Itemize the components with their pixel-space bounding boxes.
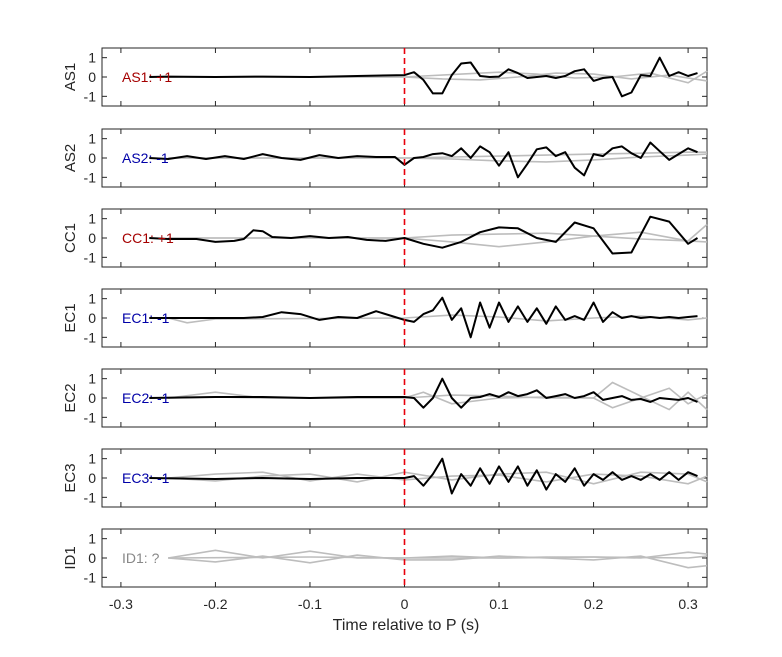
polarity-label: ID1: ?: [122, 550, 160, 566]
panel-as2: -1 0 1 AS2 AS2: -1: [62, 128, 708, 188]
y-tick-label: -1: [84, 569, 97, 585]
y-tick-label: 1: [88, 451, 96, 467]
y-tick-label: 1: [88, 371, 96, 387]
y-tick-label: 0: [88, 390, 96, 406]
main-trace: [149, 457, 698, 495]
y-tick-label: 0: [88, 230, 96, 246]
y-tick-label: -1: [84, 88, 97, 104]
y-axis-label: CC1: [62, 223, 79, 253]
panel-cc1: -1 0 1 CC1 CC1: +1: [62, 208, 708, 268]
y-tick-label: 0: [88, 550, 96, 566]
y-axis-label: EC2: [62, 383, 79, 412]
main-trace: [149, 215, 699, 255]
y-tick-label: 0: [88, 69, 96, 85]
main-trace: [149, 56, 698, 98]
y-tick-label: 0: [88, 310, 96, 326]
x-tick-label: -0.1: [298, 596, 322, 612]
main-trace: [149, 296, 698, 339]
x-tick-label: -0.3: [109, 596, 133, 612]
panel-as1: -1 0 1 AS1 AS1: +1: [62, 47, 708, 107]
y-tick-label: 1: [88, 131, 96, 147]
y-tick-label: 1: [88, 291, 96, 307]
x-axis-label: Time relative to P (s): [333, 617, 480, 634]
background-trace: [168, 471, 708, 485]
polarity-label: EC2: -1: [122, 390, 170, 406]
y-tick-label: -1: [84, 409, 97, 425]
panel-ec2: -1 0 1 EC2 EC2: -1: [62, 368, 708, 428]
x-tick-label: 0: [401, 596, 409, 612]
y-tick-label: 0: [88, 150, 96, 166]
polarity-label: EC3: -1: [122, 470, 170, 486]
main-trace: [149, 141, 698, 179]
y-axis-label: AS2: [62, 144, 79, 172]
background-trace: [168, 554, 708, 569]
panel-id1: -1 0 1 ID1 ID1: ? -0.3 -0.2 -0.1 0 0.1 0.2 0.3: [62, 528, 708, 612]
y-axis-label: EC3: [62, 463, 79, 492]
x-tick-label: 0.3: [678, 596, 698, 612]
background-trace: [168, 471, 708, 485]
polarity-label: AS1: +1: [122, 69, 172, 85]
x-tick-label: -0.2: [203, 596, 227, 612]
polarity-label: AS2: -1: [122, 150, 169, 166]
y-tick-label: -1: [84, 489, 97, 505]
main-trace: [149, 377, 698, 409]
y-tick-label: 1: [88, 531, 96, 547]
y-tick-label: -1: [84, 329, 97, 345]
polarity-label: EC1: -1: [122, 310, 170, 326]
panel-ec3: -1 0 1 EC3 EC3: -1: [62, 448, 708, 508]
y-axis-label: AS1: [62, 63, 79, 91]
polarity-label: CC1: +1: [122, 230, 174, 246]
y-tick-label: 1: [88, 211, 96, 227]
y-axis-label: EC1: [62, 303, 79, 332]
panels-group: -1 0 1 AS1 AS1: +1 -1 0 1 AS2 AS2: -1 -1 0 1 CC1 CC1: …: [62, 47, 708, 612]
y-axis-label: ID1: [62, 546, 79, 569]
y-tick-label: 1: [88, 50, 96, 66]
panel-ec1: -1 0 1 EC1 EC1: -1: [62, 288, 708, 348]
y-tick-label: 0: [88, 470, 96, 486]
y-tick-label: -1: [84, 249, 97, 265]
x-tick-label: 0.1: [489, 596, 509, 612]
y-tick-label: -1: [84, 169, 97, 185]
background-trace: [168, 555, 708, 559]
x-tick-label: 0.2: [584, 596, 604, 612]
